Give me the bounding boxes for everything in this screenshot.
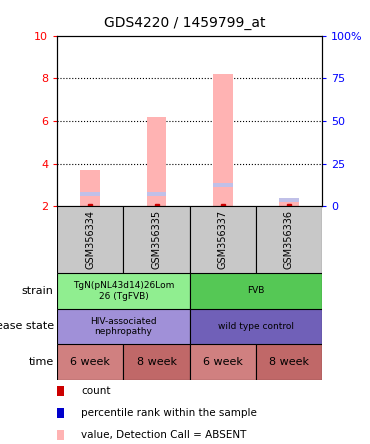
Bar xyxy=(189,309,322,344)
Bar xyxy=(147,192,166,195)
Bar xyxy=(81,170,100,206)
Bar xyxy=(213,74,233,206)
Text: GSM356336: GSM356336 xyxy=(284,210,294,269)
Text: wild type control: wild type control xyxy=(218,322,294,331)
Text: 6 week: 6 week xyxy=(203,357,243,367)
Text: 6 week: 6 week xyxy=(70,357,110,367)
Bar xyxy=(124,206,189,273)
Text: 8 week: 8 week xyxy=(137,357,176,367)
Text: GSM356337: GSM356337 xyxy=(218,210,228,270)
Text: GSM356334: GSM356334 xyxy=(85,210,95,269)
Bar xyxy=(81,192,100,195)
Text: strain: strain xyxy=(22,286,54,296)
Text: time: time xyxy=(28,357,54,367)
Text: percentile rank within the sample: percentile rank within the sample xyxy=(81,408,257,418)
Text: GDS4220 / 1459799_at: GDS4220 / 1459799_at xyxy=(104,16,266,30)
Bar xyxy=(256,344,322,380)
Bar xyxy=(189,344,256,380)
Bar xyxy=(213,183,233,187)
Bar xyxy=(279,198,299,202)
Bar xyxy=(189,273,322,309)
Bar xyxy=(189,206,256,273)
Bar xyxy=(124,344,189,380)
Text: HIV-associated
nephropathy: HIV-associated nephropathy xyxy=(90,317,157,336)
Bar xyxy=(256,206,322,273)
Text: TgN(pNL43d14)26Lom
26 (TgFVB): TgN(pNL43d14)26Lom 26 (TgFVB) xyxy=(73,281,174,301)
Bar xyxy=(57,206,124,273)
Text: value, Detection Call = ABSENT: value, Detection Call = ABSENT xyxy=(81,430,247,440)
Bar xyxy=(57,309,189,344)
Text: GSM356335: GSM356335 xyxy=(152,210,162,270)
Bar xyxy=(279,200,299,206)
Text: FVB: FVB xyxy=(247,286,265,295)
Bar xyxy=(57,273,189,309)
Text: count: count xyxy=(81,386,111,396)
Bar xyxy=(147,117,166,206)
Bar xyxy=(57,344,124,380)
Text: 8 week: 8 week xyxy=(269,357,309,367)
Text: disease state: disease state xyxy=(0,321,54,331)
